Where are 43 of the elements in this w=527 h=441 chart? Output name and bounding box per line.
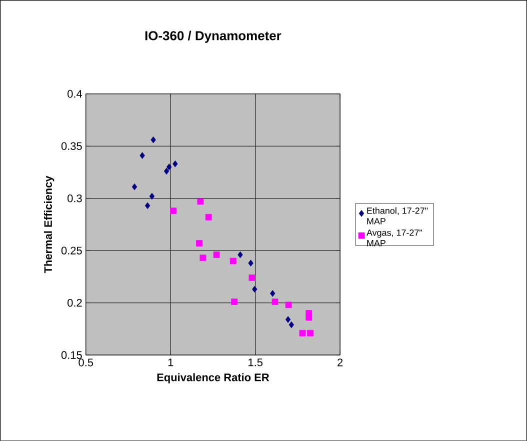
- point: [285, 302, 292, 308]
- point: [149, 192, 155, 200]
- y-tick-label: 0.35: [61, 142, 82, 150]
- x-tick-label: 0.5: [78, 358, 94, 366]
- x-tick-label: 2: [338, 358, 343, 366]
- point: [272, 298, 278, 305]
- point: [299, 330, 306, 336]
- point: [306, 314, 312, 321]
- point: [285, 316, 291, 323]
- point: [238, 251, 243, 258]
- x-tick-label: 1: [168, 358, 174, 366]
- chart-title: IO-360 / Dynamometer: [145, 30, 282, 43]
- point: [252, 286, 258, 293]
- y-tick-label: 0.4: [68, 90, 82, 98]
- point: [248, 274, 256, 281]
- point: [231, 298, 238, 305]
- point: [166, 164, 172, 170]
- point: [307, 330, 314, 336]
- point: [150, 136, 156, 144]
- point: [144, 202, 150, 210]
- point: [172, 160, 178, 168]
- y-tick-label: 0.3: [68, 194, 82, 202]
- point: [213, 252, 220, 258]
- y-tick-label: 0.2: [68, 298, 82, 307]
- point: [140, 152, 145, 159]
- point: [230, 258, 236, 264]
- point: [200, 254, 206, 262]
- point: [270, 290, 276, 297]
- x-tick-label: 1.5: [248, 358, 262, 366]
- y-tick-label: 0.25: [61, 246, 82, 254]
- point: [205, 214, 212, 220]
- y-axis-title: Thermal Efficiency: [44, 176, 54, 274]
- x-axis-title: Equivalence Ratio ER: [157, 373, 270, 384]
- legend-label: Ethanol, 17-27" MAP: [367, 207, 428, 224]
- point: [197, 198, 204, 205]
- point: [164, 168, 170, 175]
- point: [196, 240, 202, 246]
- point: [132, 183, 138, 190]
- y-tick-label: 0.15: [61, 351, 82, 359]
- legend-label: Avgas, 17-27" MAP: [366, 230, 422, 246]
- point: [248, 260, 254, 267]
- point: [170, 208, 177, 214]
- point: [288, 321, 294, 328]
